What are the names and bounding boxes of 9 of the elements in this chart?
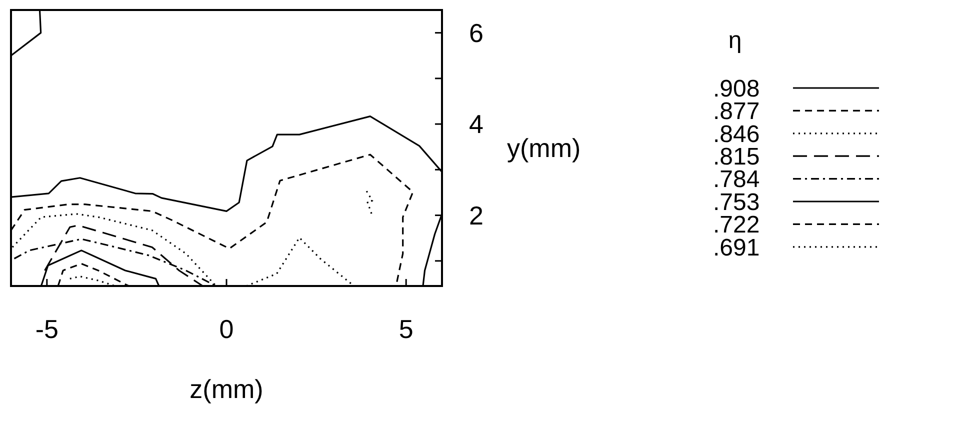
x-tick-label: 5 (398, 314, 414, 344)
x-tick-label: 0 (219, 314, 234, 344)
y-tick-label: 6 (469, 18, 484, 48)
legend-title: η (728, 27, 742, 54)
x-tick-label: -5 (35, 314, 58, 344)
y-tick-label: 2 (469, 200, 484, 230)
x-axis-title: z(mm) (190, 374, 264, 404)
y-tick-label: 4 (469, 109, 484, 140)
y-axis-title: y(mm) (507, 133, 581, 164)
